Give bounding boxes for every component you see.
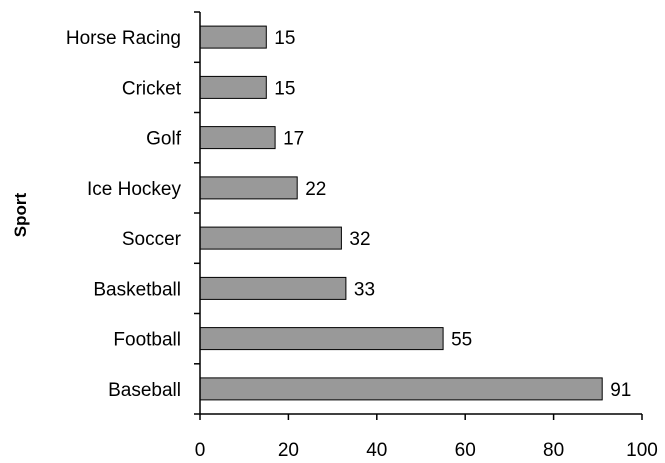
- x-tick-label-100: 100: [626, 440, 658, 461]
- bars-layer: [199, 25, 603, 401]
- category-label-baseball: Baseball: [108, 380, 181, 401]
- category-label-football: Football: [113, 330, 181, 351]
- x-tick-label-0: 0: [195, 440, 206, 461]
- bar-baseball: [199, 377, 603, 401]
- labels-layer: Horse Racing 15 Cricket 15 Golf 17 Ice Hockey 2…: [66, 28, 658, 461]
- bar-soccer: [199, 226, 342, 250]
- value-label-soccer: 32: [349, 229, 370, 250]
- x-tick-label-20: 20: [278, 440, 299, 461]
- bar-ice-hockey: [199, 176, 298, 200]
- category-label-golf: Golf: [146, 129, 182, 150]
- value-label-basketball: 33: [354, 279, 375, 300]
- bar-basketball: [199, 276, 347, 300]
- axes-layer: [194, 11, 643, 420]
- value-label-cricket: 15: [274, 78, 295, 99]
- value-label-ice-hockey: 22: [305, 179, 326, 200]
- category-label-horse-racing: Horse Racing: [66, 28, 181, 49]
- value-label-football: 55: [451, 330, 472, 351]
- y-axis-title-group: Sport: [11, 192, 30, 237]
- bar-horse-racing: [199, 25, 267, 49]
- bar-cricket: [199, 75, 267, 99]
- value-label-golf: 17: [283, 129, 304, 150]
- value-label-horse-racing: 15: [274, 28, 295, 49]
- category-label-soccer: Soccer: [122, 229, 182, 250]
- x-tick-label-60: 60: [455, 440, 476, 461]
- y-axis-title: Sport: [11, 192, 30, 237]
- x-tick-label-40: 40: [366, 440, 387, 461]
- x-tick-label-80: 80: [543, 440, 564, 461]
- bar-golf: [199, 126, 276, 150]
- value-label-baseball: 91: [610, 380, 631, 401]
- category-label-cricket: Cricket: [122, 78, 182, 99]
- category-label-basketball: Basketball: [93, 279, 181, 300]
- bar-football: [199, 327, 444, 351]
- category-label-ice-hockey: Ice Hockey: [87, 179, 181, 200]
